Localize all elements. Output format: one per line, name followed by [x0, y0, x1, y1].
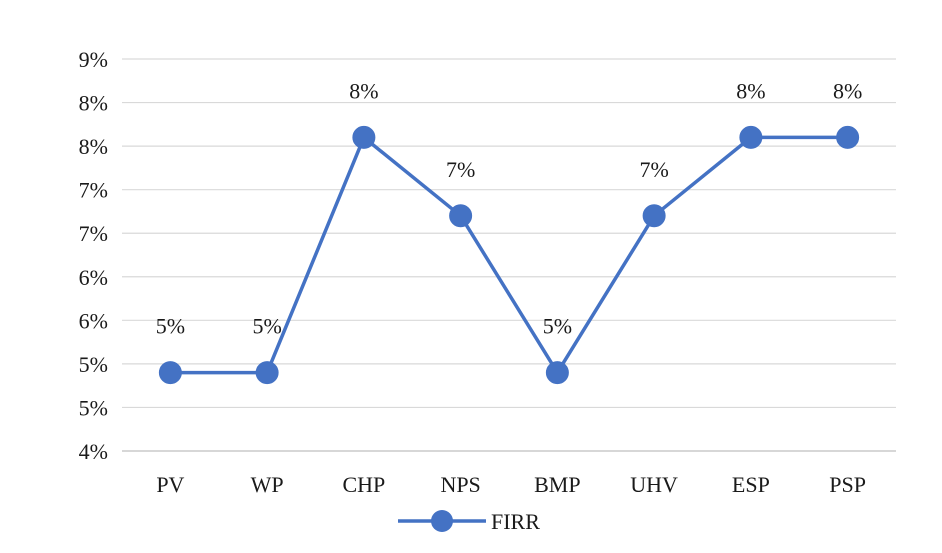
- legend-label-firr: FIRR: [491, 509, 540, 534]
- y-tick-label: 5%: [79, 395, 108, 420]
- data-label: 5%: [543, 314, 572, 339]
- data-point: [255, 361, 279, 385]
- x-category-label: ESP: [732, 472, 770, 497]
- y-tick-label: 6%: [79, 308, 108, 333]
- x-category-label: UHV: [630, 472, 678, 497]
- y-axis-tick-labels: 4% 5% 5% 6% 6% 7% 7% 8% 8% 9%: [79, 47, 108, 464]
- data-label: 7%: [446, 157, 475, 182]
- x-category-label: NPS: [440, 472, 480, 497]
- series-firr: [158, 125, 860, 385]
- x-category-label: WP: [251, 472, 284, 497]
- gridlines: [122, 58, 896, 452]
- data-point: [739, 125, 763, 149]
- y-tick-label: 8%: [79, 134, 108, 159]
- data-point: [642, 204, 666, 228]
- y-tick-label: 7%: [79, 221, 108, 246]
- y-tick-label: 4%: [79, 439, 108, 464]
- x-category-label: PV: [156, 472, 184, 497]
- data-label: 7%: [639, 157, 668, 182]
- y-tick-label: 9%: [79, 47, 108, 72]
- data-label: 5%: [252, 314, 281, 339]
- data-point: [352, 125, 376, 149]
- data-point: [158, 361, 182, 385]
- y-tick-label: 5%: [79, 352, 108, 377]
- x-category-label: PSP: [829, 472, 866, 497]
- y-tick-label: 8%: [79, 91, 108, 116]
- data-point: [836, 125, 860, 149]
- data-labels: 5% 5% 8% 7% 5% 7% 8% 8%: [156, 78, 863, 338]
- data-label: 5%: [156, 314, 185, 339]
- data-point: [449, 204, 473, 228]
- legend: FIRR: [398, 509, 540, 534]
- y-tick-label: 7%: [79, 178, 108, 203]
- data-point: [545, 361, 569, 385]
- data-label: 8%: [349, 78, 378, 103]
- data-label: 8%: [833, 78, 862, 103]
- data-label: 8%: [736, 78, 765, 103]
- series-line-firr: [170, 135, 848, 375]
- x-axis-category-labels: PV WP CHP NPS BMP UHV ESP PSP: [156, 472, 866, 497]
- x-category-label: CHP: [342, 472, 385, 497]
- y-tick-label: 6%: [79, 265, 108, 290]
- legend-marker: [431, 510, 453, 532]
- x-category-label: BMP: [534, 472, 580, 497]
